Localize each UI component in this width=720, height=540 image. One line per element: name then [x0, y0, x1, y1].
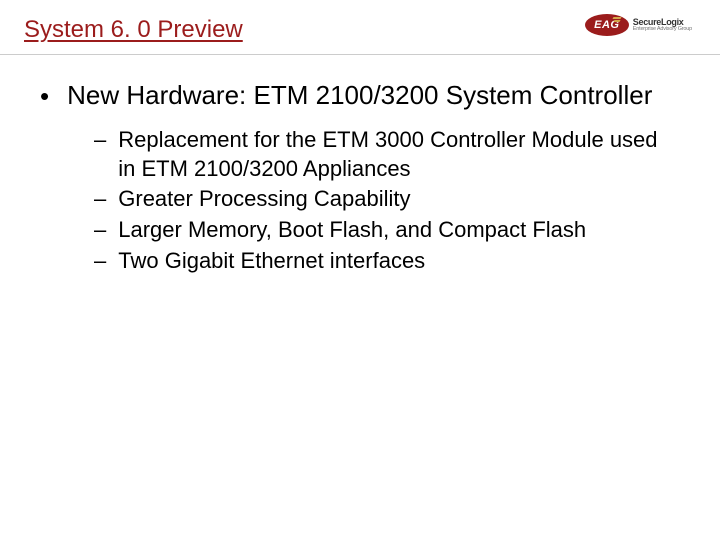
dash-marker-icon: – [94, 247, 106, 276]
logo-text-group: SecureLogix Enterprise Advisory Group [633, 18, 692, 33]
main-bullet-item: • New Hardware: ETM 2100/3200 System Con… [40, 79, 680, 112]
dash-marker-icon: – [94, 185, 106, 214]
slide-content: • New Hardware: ETM 2100/3200 System Con… [0, 79, 720, 275]
slide-header: System 6. 0 Preview EAG SecureLogix Ente… [0, 0, 720, 54]
dash-marker-icon: – [94, 126, 106, 183]
logo-tagline-text: Enterprise Advisory Group [633, 27, 692, 33]
sub-bullet-text: Greater Processing Capability [118, 185, 680, 214]
logo-stripes-icon [613, 17, 623, 25]
sub-bullet-item: – Replacement for the ETM 3000 Controlle… [94, 126, 680, 183]
sub-bullet-item: – Larger Memory, Boot Flash, and Compact… [94, 216, 680, 245]
sub-bullet-item: – Two Gigabit Ethernet interfaces [94, 247, 680, 276]
logo-badge: EAG [585, 14, 629, 36]
company-logo: EAG SecureLogix Enterprise Advisory Grou… [585, 14, 692, 36]
sub-bullet-text: Two Gigabit Ethernet interfaces [118, 247, 680, 276]
sub-bullet-item: – Greater Processing Capability [94, 185, 680, 214]
dash-marker-icon: – [94, 216, 106, 245]
sub-bullet-text: Larger Memory, Boot Flash, and Compact F… [118, 216, 680, 245]
sub-bullet-list: – Replacement for the ETM 3000 Controlle… [94, 126, 680, 275]
main-bullet-text: New Hardware: ETM 2100/3200 System Contr… [67, 79, 680, 112]
header-divider [0, 54, 720, 55]
bullet-marker-icon: • [40, 81, 49, 112]
sub-bullet-text: Replacement for the ETM 3000 Controller … [118, 126, 680, 183]
